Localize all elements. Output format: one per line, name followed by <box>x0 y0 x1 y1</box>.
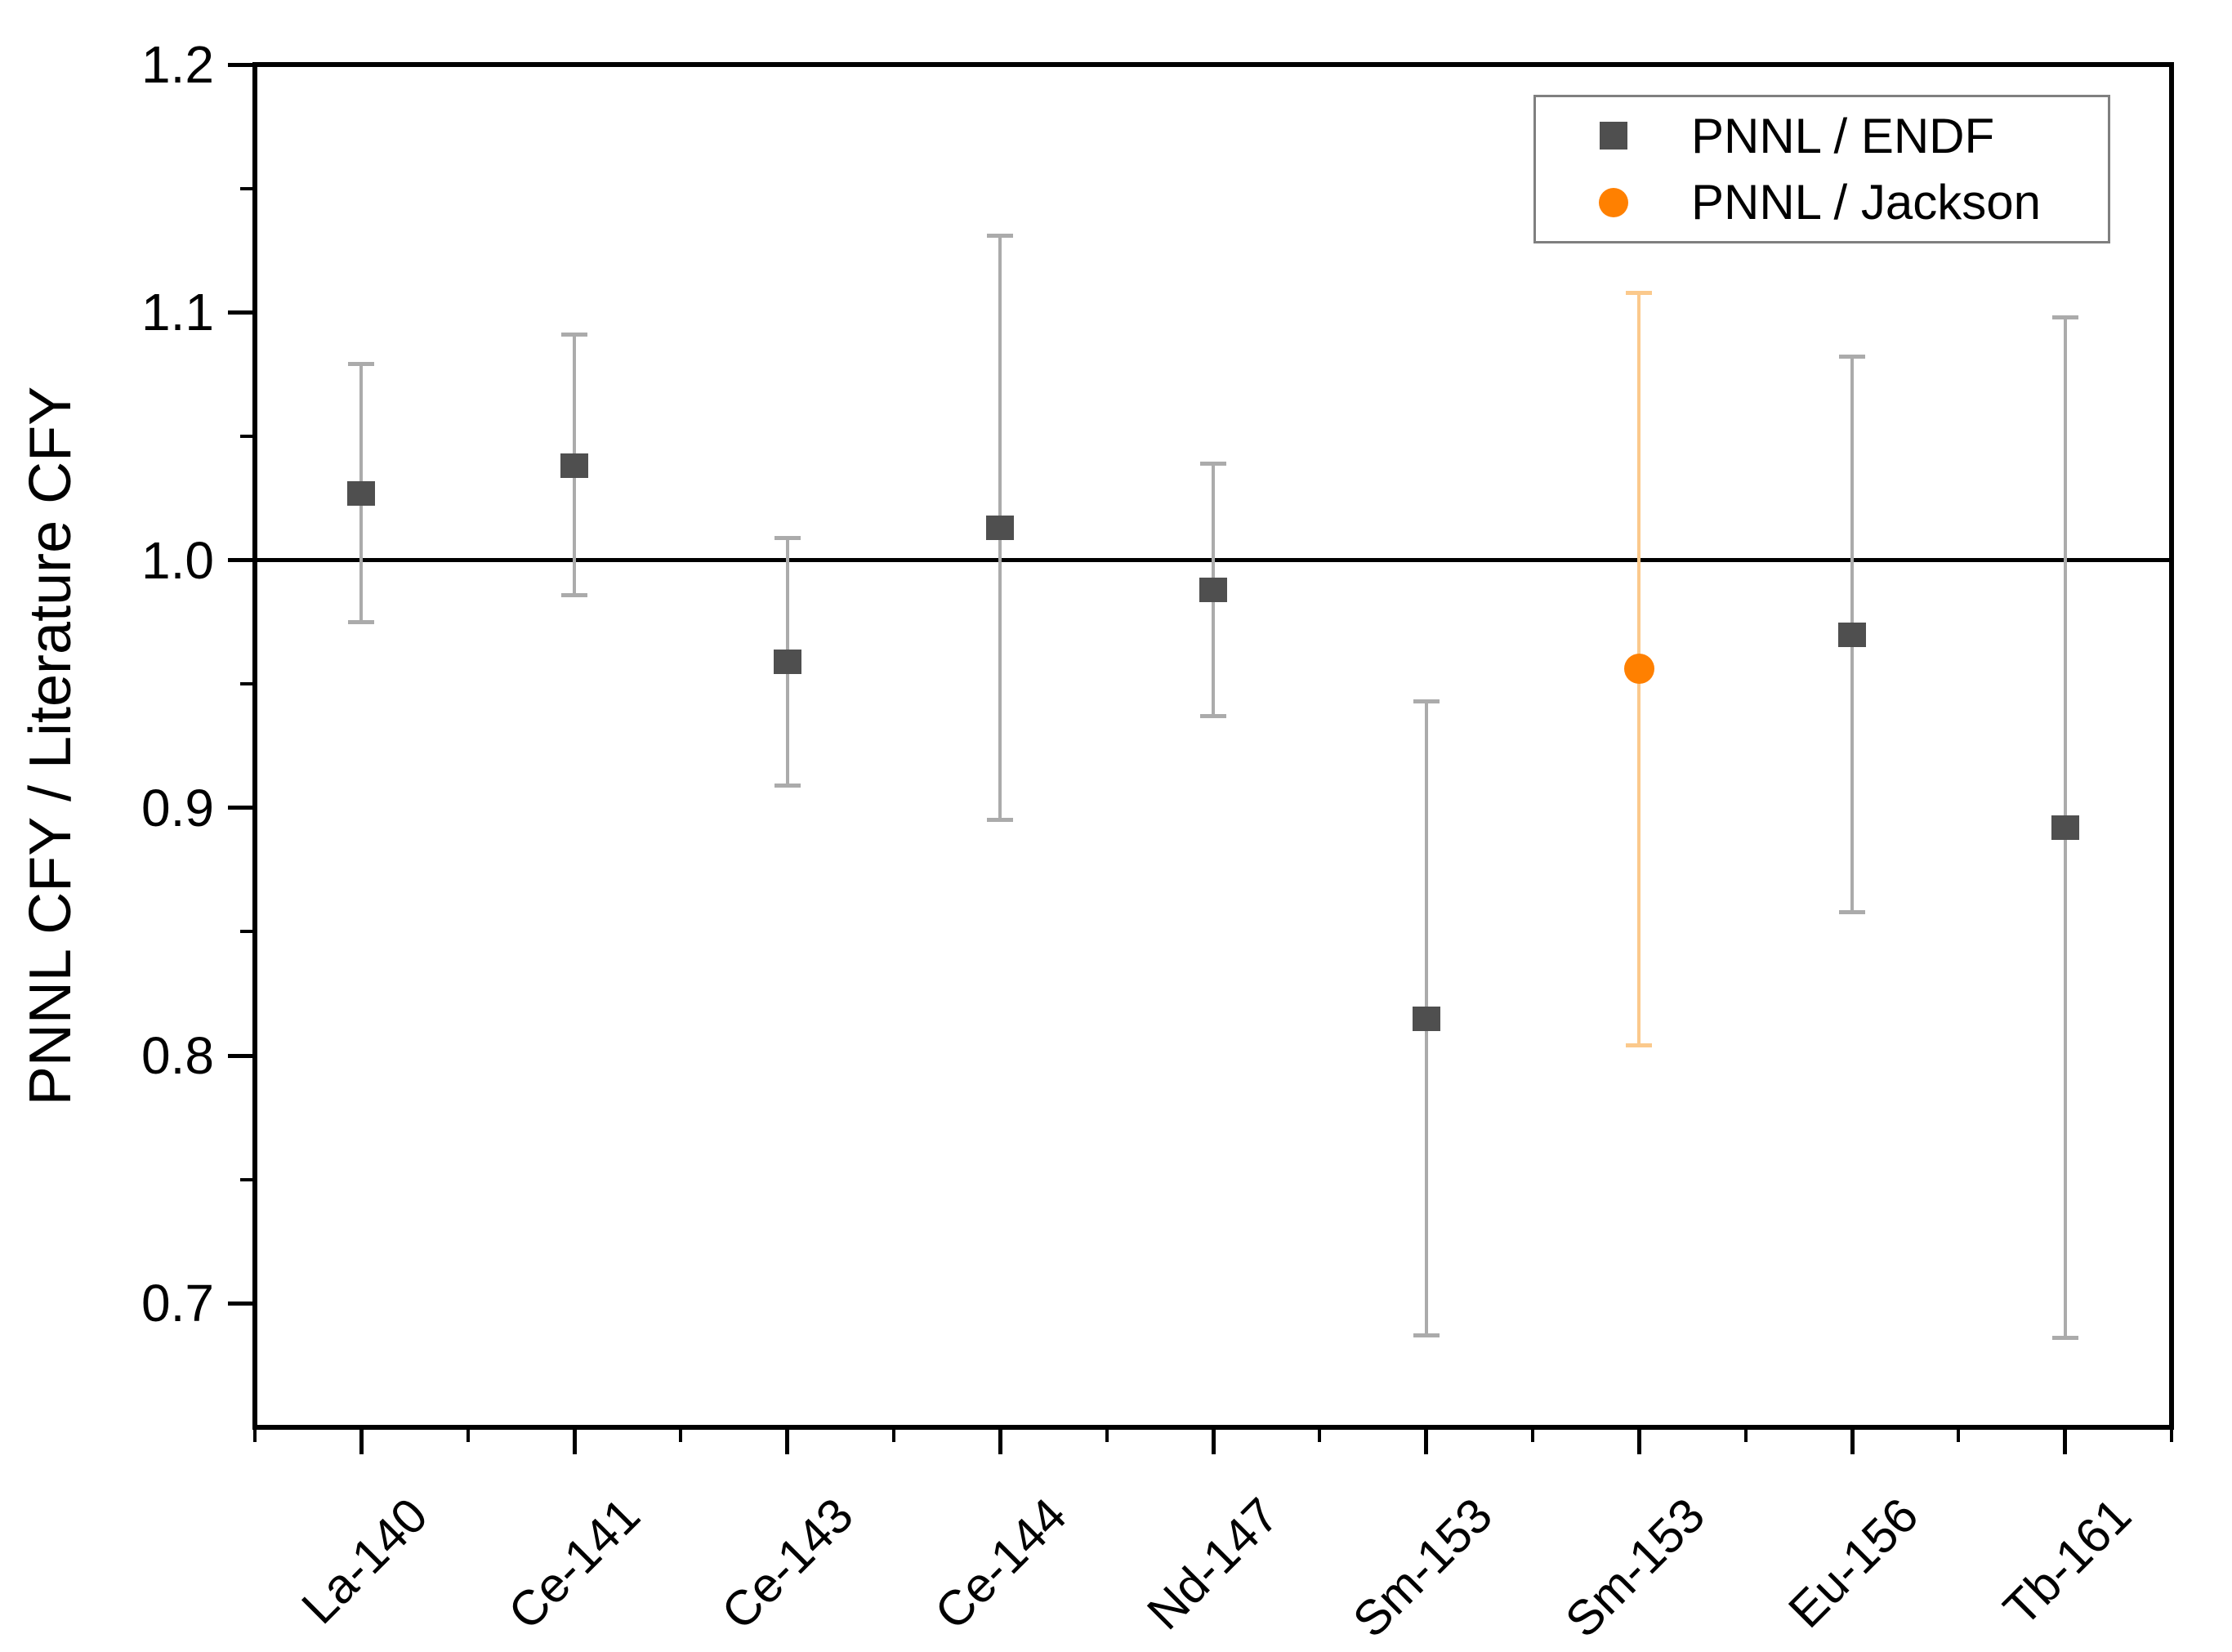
x-axis-minor-tick <box>1743 1430 1748 1442</box>
y-axis-tick <box>228 806 252 810</box>
data-point-marker <box>1623 654 1654 685</box>
x-axis-minor-tick <box>892 1430 895 1442</box>
error-bar-cap-top <box>1626 290 1653 295</box>
legend-marker-box <box>1536 187 1691 217</box>
x-axis-tick <box>572 1430 577 1454</box>
y-axis-tick <box>228 62 252 67</box>
y-tick-label: 1.0 <box>141 530 214 590</box>
y-axis-tick <box>228 310 252 315</box>
error-bar-cap-top <box>1839 355 1865 359</box>
y-tick-label: 0.9 <box>141 778 214 837</box>
x-tick-label: Ce-141 <box>498 1487 651 1641</box>
x-axis-minor-tick <box>2170 1430 2173 1442</box>
error-bar-cap-top <box>1200 461 1226 466</box>
x-axis-minor-tick <box>253 1430 257 1442</box>
data-point-marker <box>1412 1006 1440 1031</box>
y-axis-tick <box>228 1053 252 1058</box>
y-tick-label: 1.2 <box>141 35 214 94</box>
x-axis-minor-tick <box>1105 1430 1109 1442</box>
y-axis-minor-tick <box>240 930 252 934</box>
error-bar-cap-bottom <box>348 619 375 624</box>
x-axis-minor-tick <box>1531 1430 1534 1442</box>
legend: PNNL / ENDF PNNL / Jackson <box>1533 95 2110 243</box>
x-axis-tick <box>1636 1430 1641 1454</box>
y-tick-label: 0.8 <box>141 1026 214 1086</box>
legend-entry-jackson: PNNL / Jackson <box>1536 174 2108 230</box>
error-bar-cap-bottom <box>1626 1043 1653 1048</box>
data-point-marker <box>1838 622 1866 647</box>
y-axis-minor-tick <box>240 186 252 190</box>
y-tick-label: 0.7 <box>141 1274 214 1333</box>
x-axis-tick <box>2063 1430 2068 1454</box>
data-point-marker <box>986 516 1015 541</box>
x-axis-tick <box>1424 1430 1429 1454</box>
error-bar-cap-bottom <box>561 592 587 597</box>
error-bar-cap-bottom <box>774 784 801 788</box>
data-point-marker <box>1199 577 1227 602</box>
x-axis-tick <box>359 1430 364 1454</box>
error-bar-cap-top <box>774 535 801 540</box>
x-axis-tick <box>1211 1430 1216 1454</box>
x-tick-label: Ce-143 <box>711 1487 864 1641</box>
x-axis-minor-tick <box>1318 1430 1322 1442</box>
x-tick-label: Nd-147 <box>1136 1487 1290 1641</box>
x-tick-label: Eu-156 <box>1777 1487 1929 1638</box>
legend-marker-box <box>1536 122 1691 150</box>
error-bar-cap-top <box>1413 699 1440 703</box>
error-bar-cap-bottom <box>1839 909 1865 914</box>
y-axis-minor-tick <box>240 434 252 438</box>
error-bar-cap-bottom <box>1200 714 1226 719</box>
x-tick-label: La-140 <box>290 1487 438 1635</box>
x-tick-label: Sm-153 <box>1341 1487 1502 1648</box>
x-tick-label: Ce-144 <box>923 1487 1077 1641</box>
circle-marker-icon <box>1599 187 1628 217</box>
data-point-marker <box>560 453 588 479</box>
y-axis-minor-tick <box>240 682 252 686</box>
error-bar-cap-bottom <box>2051 1336 2078 1341</box>
x-axis-tick <box>785 1430 790 1454</box>
error-bar-cap-top <box>561 333 587 337</box>
x-tick-label: Tb-161 <box>1992 1487 2141 1636</box>
error-bar-cap-top <box>987 233 1014 238</box>
plot-area <box>252 62 2174 1430</box>
x-axis-minor-tick <box>1957 1430 1961 1442</box>
square-marker-icon <box>1600 122 1627 150</box>
legend-entry-endf: PNNL / ENDF <box>1536 108 2108 164</box>
x-axis-minor-tick <box>466 1430 470 1442</box>
y-axis-title: PNNL CFY / Literature CFY <box>18 386 83 1106</box>
x-axis-tick <box>998 1430 1002 1454</box>
legend-label-endf: PNNL / ENDF <box>1691 108 1995 163</box>
y-axis-tick <box>228 1301 252 1306</box>
y-axis-tick <box>228 558 252 563</box>
x-tick-label: Sm-153 <box>1555 1487 1716 1648</box>
error-bar-cap-top <box>348 362 375 367</box>
error-bar-cap-top <box>2051 315 2078 319</box>
data-point-marker <box>773 649 801 674</box>
y-axis-minor-tick <box>240 1177 252 1181</box>
y-tick-label: 1.1 <box>141 283 214 342</box>
error-bar-cap-bottom <box>987 818 1014 823</box>
data-point-marker <box>2051 815 2079 841</box>
x-axis-tick <box>1850 1430 1855 1454</box>
error-bar-cap-bottom <box>1413 1333 1440 1338</box>
legend-label-jackson: PNNL / Jackson <box>1691 175 2041 230</box>
data-point-marker <box>347 480 376 506</box>
x-axis-minor-tick <box>679 1430 683 1442</box>
